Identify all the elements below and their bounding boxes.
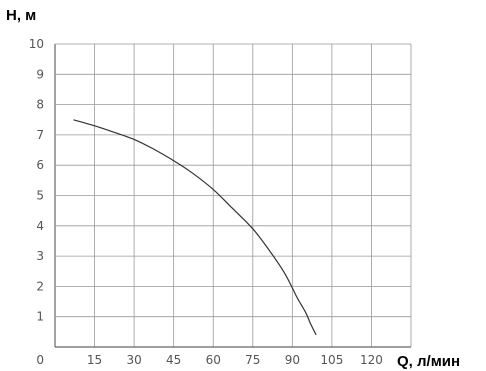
- x-tick-label: 75: [245, 353, 260, 367]
- x-tick-label: 45: [166, 353, 181, 367]
- x-tick-label: 90: [285, 353, 300, 367]
- x-tick-label: 105: [320, 353, 343, 367]
- y-tick-labels: 1 2 3 4 5 6 7 8 9 10: [29, 37, 44, 324]
- y-tick-label: 4: [36, 219, 44, 233]
- x-tick-label: 30: [126, 353, 141, 367]
- y-tick-label: 5: [36, 189, 44, 203]
- y-tick-label: 9: [36, 67, 44, 81]
- x-tick-labels: 0 15 30 45 60 75 90 105 120: [36, 353, 383, 367]
- x-axis-label: Q, л/мин: [397, 353, 460, 370]
- x-tick-label: 15: [87, 353, 102, 367]
- y-tick-label: 8: [36, 98, 44, 112]
- y-axis-label: H, м: [6, 7, 36, 24]
- x-tick-label: 0: [36, 353, 44, 367]
- series-line: [73, 119, 317, 336]
- x-tick-label: 60: [206, 353, 221, 367]
- y-tick-label: 6: [36, 158, 44, 172]
- y-tick-label: 1: [36, 310, 44, 324]
- y-tick-label: 10: [29, 37, 44, 51]
- x-tick-label: 120: [360, 353, 383, 367]
- y-tick-label: 3: [36, 249, 44, 263]
- y-tick-label: 7: [36, 128, 44, 142]
- y-tick-label: 2: [36, 279, 44, 293]
- grid: [54, 43, 412, 348]
